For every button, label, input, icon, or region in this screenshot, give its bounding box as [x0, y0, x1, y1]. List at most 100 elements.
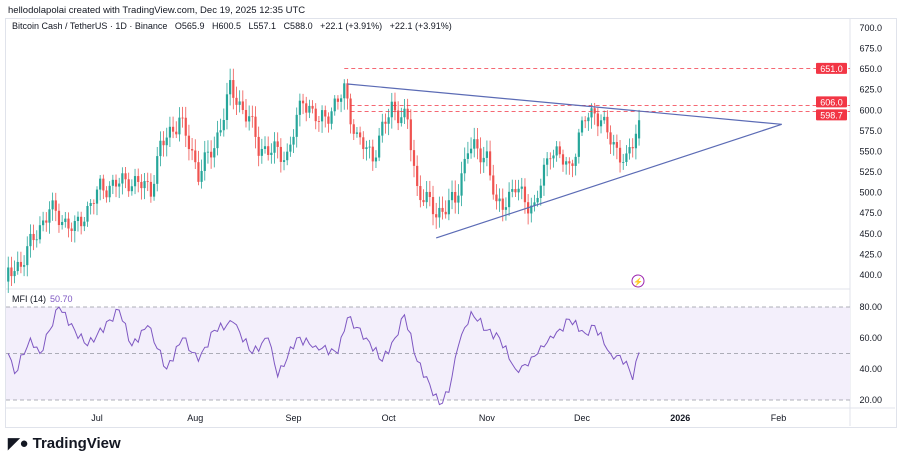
mfi-tick: 20.00 — [859, 395, 882, 405]
candle-body — [441, 207, 444, 212]
candle-body — [149, 181, 152, 197]
candle-body — [203, 152, 206, 171]
candle-body — [235, 97, 238, 105]
candle-body — [609, 132, 612, 145]
candle-body — [580, 120, 584, 133]
candle-body — [248, 116, 251, 122]
time-tick: Oct — [382, 413, 397, 423]
candle-body — [137, 176, 140, 182]
candle-body — [276, 141, 279, 147]
candle-body — [232, 80, 235, 98]
candle-body — [187, 135, 191, 150]
candle-body — [565, 161, 568, 165]
candle-body — [536, 197, 539, 203]
candle-body — [270, 152, 273, 155]
candle-body — [336, 98, 340, 102]
candle-body — [184, 117, 187, 136]
candle-body — [143, 181, 146, 189]
candle-body — [320, 110, 324, 122]
candle-body — [628, 147, 631, 154]
candle-body — [7, 267, 10, 282]
candle-body — [406, 108, 409, 120]
candle-body — [162, 140, 165, 146]
triangle-trendline — [347, 83, 782, 125]
time-tick: Dec — [574, 413, 591, 423]
candle-body — [450, 191, 454, 201]
candle-body — [118, 183, 121, 187]
candle-body — [238, 101, 241, 105]
candle-body — [492, 175, 495, 195]
candle-body — [495, 194, 498, 202]
candle-body — [244, 109, 248, 122]
candle-body — [460, 173, 463, 196]
candle-body — [19, 261, 23, 267]
candle-body — [485, 151, 489, 158]
price-level-label-bg — [816, 109, 847, 121]
candle-body — [339, 98, 343, 102]
price-tick: 450.0 — [859, 229, 882, 239]
candle-body — [45, 220, 48, 223]
candle-body — [105, 190, 108, 198]
candle-body — [282, 160, 286, 162]
candle-body — [637, 120, 641, 139]
candle-body — [260, 148, 263, 156]
candle-body — [428, 191, 431, 198]
candle-body — [558, 146, 561, 155]
candle-body — [178, 117, 181, 135]
candle-body — [168, 126, 172, 138]
candle-body — [368, 146, 371, 148]
candle-body — [140, 181, 143, 189]
candle-body — [229, 80, 232, 95]
chart-frame — [5, 18, 897, 428]
candle-body — [83, 221, 86, 227]
candle-body — [61, 221, 64, 226]
candle-body — [133, 176, 137, 187]
candle-body — [469, 148, 473, 154]
candle-body — [422, 200, 425, 203]
candle-body — [51, 200, 54, 210]
candle-body — [29, 233, 32, 247]
candle-body — [546, 158, 549, 165]
candle-body — [67, 218, 70, 229]
mfi-tick: 80.00 — [859, 302, 882, 312]
candle-body — [374, 157, 378, 162]
candle-body — [498, 198, 501, 202]
candle-body — [381, 121, 384, 136]
candle-body — [352, 124, 355, 134]
candle-body — [577, 132, 580, 157]
candle-body — [102, 178, 105, 191]
candle-body — [324, 110, 327, 117]
candle-body — [444, 211, 447, 215]
candle-body — [330, 111, 333, 124]
candle-body — [359, 132, 362, 138]
candle-body — [222, 119, 225, 131]
mfi-line — [7, 306, 640, 406]
mfi-label[interactable]: MFI (14) — [12, 294, 47, 304]
candle-body — [571, 163, 574, 166]
candle-body — [409, 119, 412, 151]
candle-body — [92, 203, 95, 204]
candle-body — [194, 150, 197, 163]
candle-body — [108, 185, 111, 198]
price-chart[interactable]: 700.0 675.0 650.0 625.0 600.0 575.0 550.0 525.0… — [0, 0, 900, 430]
price-tick: 650.0 — [859, 64, 882, 74]
candle-body — [95, 189, 99, 204]
candle-body — [35, 239, 38, 241]
candle-body — [327, 116, 330, 124]
candle-body — [362, 137, 365, 150]
candle-body — [479, 148, 482, 163]
candle-body — [289, 144, 292, 152]
candle-body — [286, 151, 289, 161]
time-tick: Nov — [479, 413, 496, 423]
candle-body — [371, 146, 374, 162]
symbol-name[interactable]: Bitcoin Cash / TetherUS · 1D · Binance — [12, 21, 168, 31]
candle-body — [488, 151, 492, 176]
candle-body — [476, 139, 479, 149]
candle-body — [530, 205, 533, 214]
candle-body — [552, 155, 555, 159]
price-tick: 550.0 — [859, 146, 882, 156]
candle-body — [210, 151, 213, 158]
change-pct: +22.1 (+3.91%) — [389, 21, 452, 31]
candle-body — [463, 158, 466, 174]
price-level-label: 651.0 — [820, 64, 843, 74]
